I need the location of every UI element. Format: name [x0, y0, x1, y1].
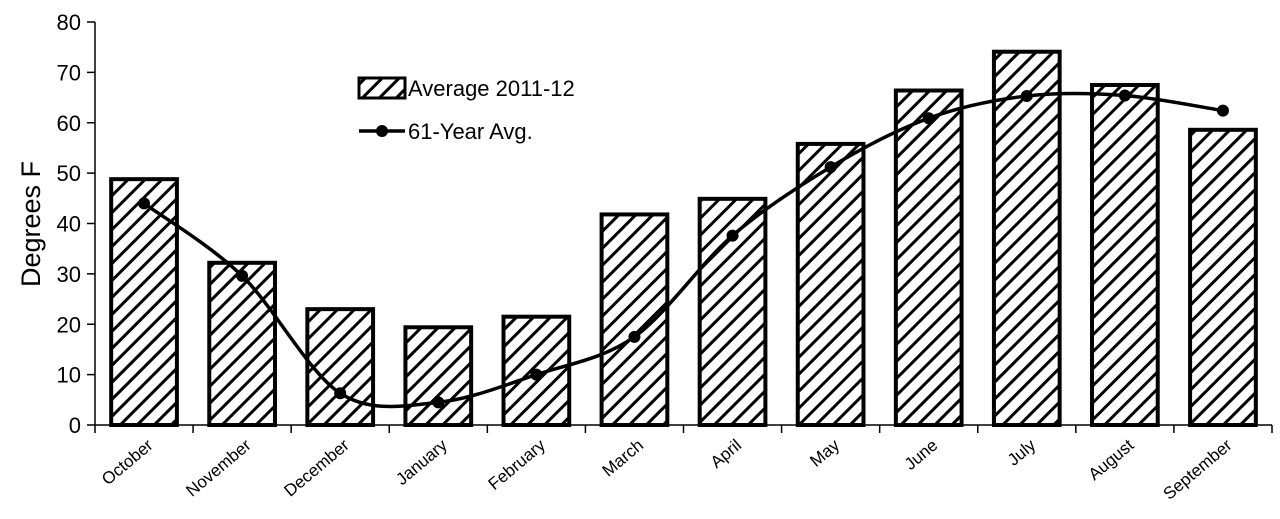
y-tick-label: 0 [69, 413, 81, 438]
avg-point-may [824, 161, 837, 174]
bar-august [1090, 82, 1160, 427]
avg-point-february [530, 368, 543, 381]
avg-point-october [138, 197, 151, 210]
y-axis-label: Degrees F [16, 161, 46, 287]
y-tick-label: 10 [57, 363, 81, 388]
x-tick-label: December [280, 435, 353, 500]
bar-march [599, 212, 670, 427]
bar-september [1188, 127, 1258, 428]
x-tick-label: March [599, 436, 647, 481]
legend-bar-swatch [357, 76, 407, 100]
avg-point-september [1216, 104, 1229, 117]
legend-line-marker [376, 125, 388, 137]
axes [87, 21, 1273, 433]
bar-november [207, 260, 277, 428]
x-tick-label: May [806, 435, 843, 471]
avg-point-june [922, 112, 935, 125]
avg-point-december [334, 387, 347, 400]
bar-july [991, 49, 1062, 427]
x-tick-label: September [1160, 435, 1236, 503]
avg-point-january [432, 396, 445, 409]
y-tick-label: 60 [57, 111, 81, 136]
bar-january [403, 325, 474, 427]
bar-series [109, 49, 1258, 428]
y-tick-label: 70 [57, 60, 81, 85]
x-tick-label: January [392, 435, 451, 489]
avg-point-august [1118, 89, 1131, 102]
y-tick-label: 40 [57, 212, 81, 237]
bar-december [305, 307, 376, 428]
line-series [138, 89, 1229, 409]
y-tick-labels: 0 10 20 30 40 50 60 70 80 [57, 10, 81, 438]
y-tick-label: 50 [57, 161, 81, 186]
x-tick-label: February [485, 435, 550, 494]
avg-point-july [1020, 90, 1033, 103]
avg-point-march [628, 330, 641, 343]
legend-bar-label: Average 2011-12 [408, 76, 575, 101]
y-tick-label: 20 [57, 312, 81, 337]
bar-october [109, 177, 179, 427]
avg-point-april [726, 229, 739, 242]
legend: Average 2011-12 61-Year Avg. [357, 76, 575, 144]
x-tick-label: October [98, 435, 157, 489]
bar-june [893, 88, 964, 427]
x-tick-label: April [707, 436, 745, 472]
x-tick-label: July [1004, 435, 1040, 469]
x-tick-label: August [1085, 435, 1138, 484]
y-tick-label: 30 [57, 262, 81, 287]
avg-point-november [236, 269, 249, 282]
x-tick-labels: October November December January February Ma… [98, 435, 1236, 503]
y-tick-label: 80 [57, 10, 81, 35]
bar-may [795, 141, 866, 427]
x-tick-label: June [901, 436, 941, 474]
x-tick-label: November [182, 435, 255, 500]
legend-line-label: 61-Year Avg. [408, 119, 533, 144]
